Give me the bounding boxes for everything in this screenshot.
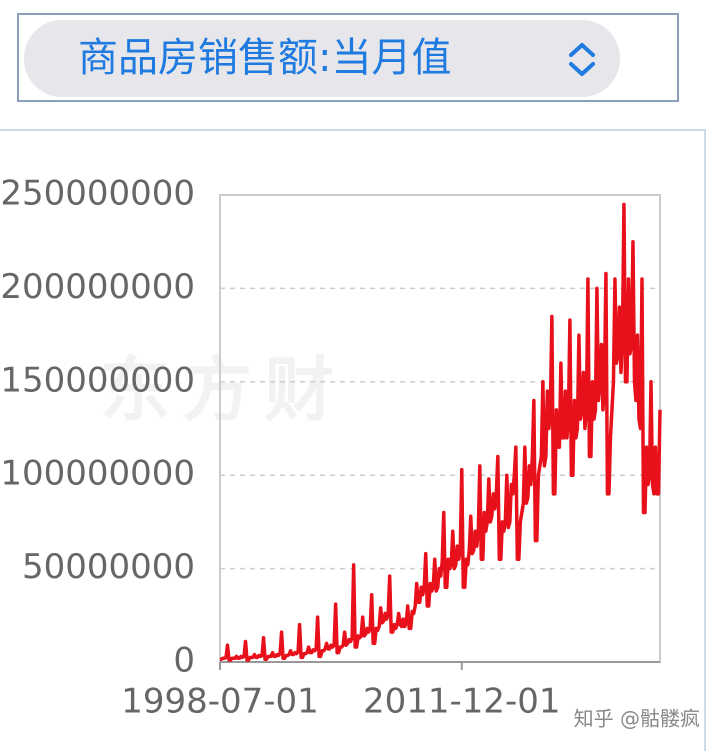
credit: 知乎 @骷髅疯 [574, 707, 700, 731]
panel-border [0, 129, 706, 751]
y-tick-label: 200000000 [0, 267, 195, 307]
y-tick-label: 150000000 [0, 360, 195, 400]
y-tick-label: 250000000 [0, 174, 195, 214]
chevron-icon[interactable] [569, 43, 595, 76]
x-tick-label: 1998-07-01 [121, 682, 319, 722]
y-tick-label: 50000000 [22, 547, 195, 587]
x-tick-label: 2011-12-01 [363, 682, 561, 722]
dropdown[interactable] [24, 20, 620, 97]
watermark: 东方财 [100, 349, 346, 431]
y-tick-label: 100000000 [0, 454, 195, 494]
y-tick-label: 0 [173, 641, 195, 681]
data-line [219, 202, 662, 662]
dropdown-label: 商品房销售额:当月值 [78, 35, 451, 81]
plot: 0 50000000 100000000 150000000 200000000 2500… [0, 174, 662, 722]
